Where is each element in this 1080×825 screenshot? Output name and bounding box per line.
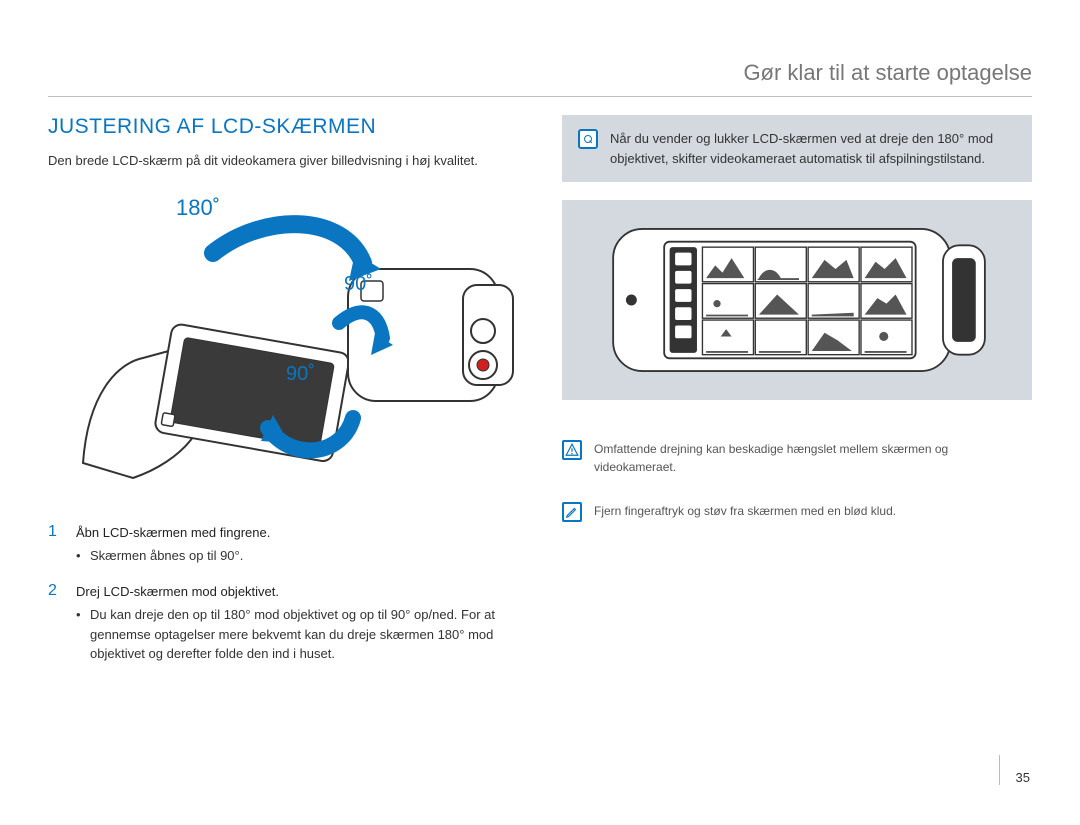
page-header-title: Gør klar til at starte optagelse: [48, 60, 1032, 97]
angle-90-mid-label: 90˚: [344, 273, 373, 296]
step-number: 2: [48, 582, 62, 664]
section-title: JUSTERING AF LCD-SKÆRMEN: [48, 115, 518, 139]
warning-icon: [562, 440, 582, 460]
content-columns: JUSTERING AF LCD-SKÆRMEN Den brede LCD-s…: [48, 115, 1032, 680]
left-column: JUSTERING AF LCD-SKÆRMEN Den brede LCD-s…: [48, 115, 518, 680]
step-item: 2 Drej LCD-skærmen mod objektivet. Du ka…: [48, 582, 518, 664]
step-number: 1: [48, 523, 62, 566]
lcd-rotation-diagram: 180˚ 90˚ 90˚: [48, 193, 518, 493]
info-note-text: Når du vender og lukker LCD-skærmen ved …: [610, 129, 1016, 168]
step-title: Drej LCD-skærmen mod objektivet.: [76, 582, 518, 602]
step-title: Åbn LCD-skærmen med fingrene.: [76, 523, 270, 543]
right-column: Når du vender og lukker LCD-skærmen ved …: [562, 115, 1032, 680]
page-number: 35: [999, 755, 1030, 785]
pencil-icon: [562, 502, 582, 522]
info-note-box: Når du vender og lukker LCD-skærmen ved …: [562, 115, 1032, 182]
playback-thumbnail-diagram: [562, 200, 1032, 400]
step-bullet: Du kan dreje den op til 180° mod objekti…: [76, 605, 518, 664]
steps-list: 1 Åbn LCD-skærmen med fingrene. Skærmen …: [48, 523, 518, 664]
warning-note-text: Omfattende drejning kan beskadige hængsl…: [594, 440, 1032, 476]
info-icon: [578, 129, 598, 149]
angle-180-label: 180˚: [176, 195, 220, 221]
tip-note-text: Fjern fingeraftryk og støv fra skærmen m…: [594, 502, 896, 522]
step-item: 1 Åbn LCD-skærmen med fingrene. Skærmen …: [48, 523, 518, 566]
warning-note: Omfattende drejning kan beskadige hængsl…: [562, 440, 1032, 476]
step-bullet: Skærmen åbnes op til 90°.: [76, 546, 270, 566]
tip-note: Fjern fingeraftryk og støv fra skærmen m…: [562, 502, 1032, 522]
angle-90-bot-label: 90˚: [286, 363, 315, 386]
section-lead: Den brede LCD-skærm på dit videokamera g…: [48, 151, 518, 171]
